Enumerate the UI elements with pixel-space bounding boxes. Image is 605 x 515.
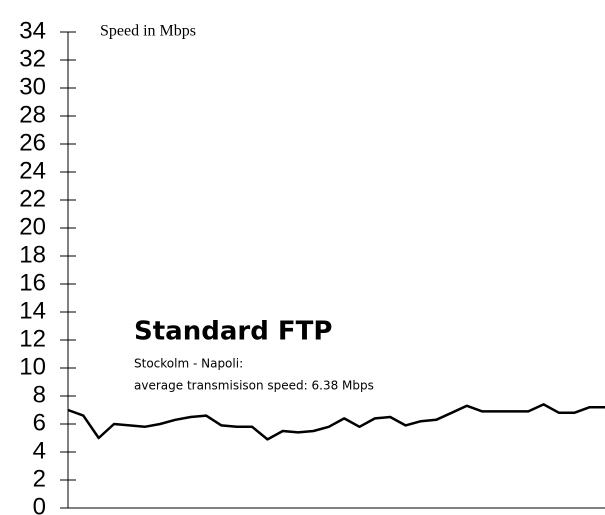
- y-tick-label: 26: [19, 129, 46, 156]
- y-tick-label: 2: [33, 465, 46, 492]
- annotation-title: Standard FTP: [134, 317, 332, 347]
- y-tick-label: 20: [19, 213, 46, 240]
- y-tick-label: 14: [19, 297, 46, 324]
- y-tick-label: 32: [19, 45, 46, 72]
- y-tick-label: 6: [33, 409, 46, 436]
- y-tick-label: 34: [19, 17, 46, 44]
- y-tick-label: 22: [19, 185, 46, 212]
- y-tick-label: 8: [33, 381, 46, 408]
- y-axis-label: Speed in Mbps: [100, 23, 196, 40]
- annotation-speed: average transmisison speed: 6.38 Mbps: [134, 379, 374, 393]
- y-tick-label: 10: [19, 353, 46, 380]
- y-tick-label: 18: [19, 241, 46, 268]
- y-tick-label: 4: [33, 437, 46, 464]
- annotation-route: Stockolm - Napoli:: [134, 357, 243, 371]
- y-tick-label: 28: [19, 101, 46, 128]
- y-tick-label: 0: [33, 493, 46, 515]
- y-tick-label: 30: [19, 73, 46, 100]
- y-tick-label: 16: [19, 269, 46, 296]
- speed-line: [67, 403, 605, 441]
- y-tick-label: 24: [19, 157, 46, 184]
- y-tick-label: 12: [19, 325, 46, 352]
